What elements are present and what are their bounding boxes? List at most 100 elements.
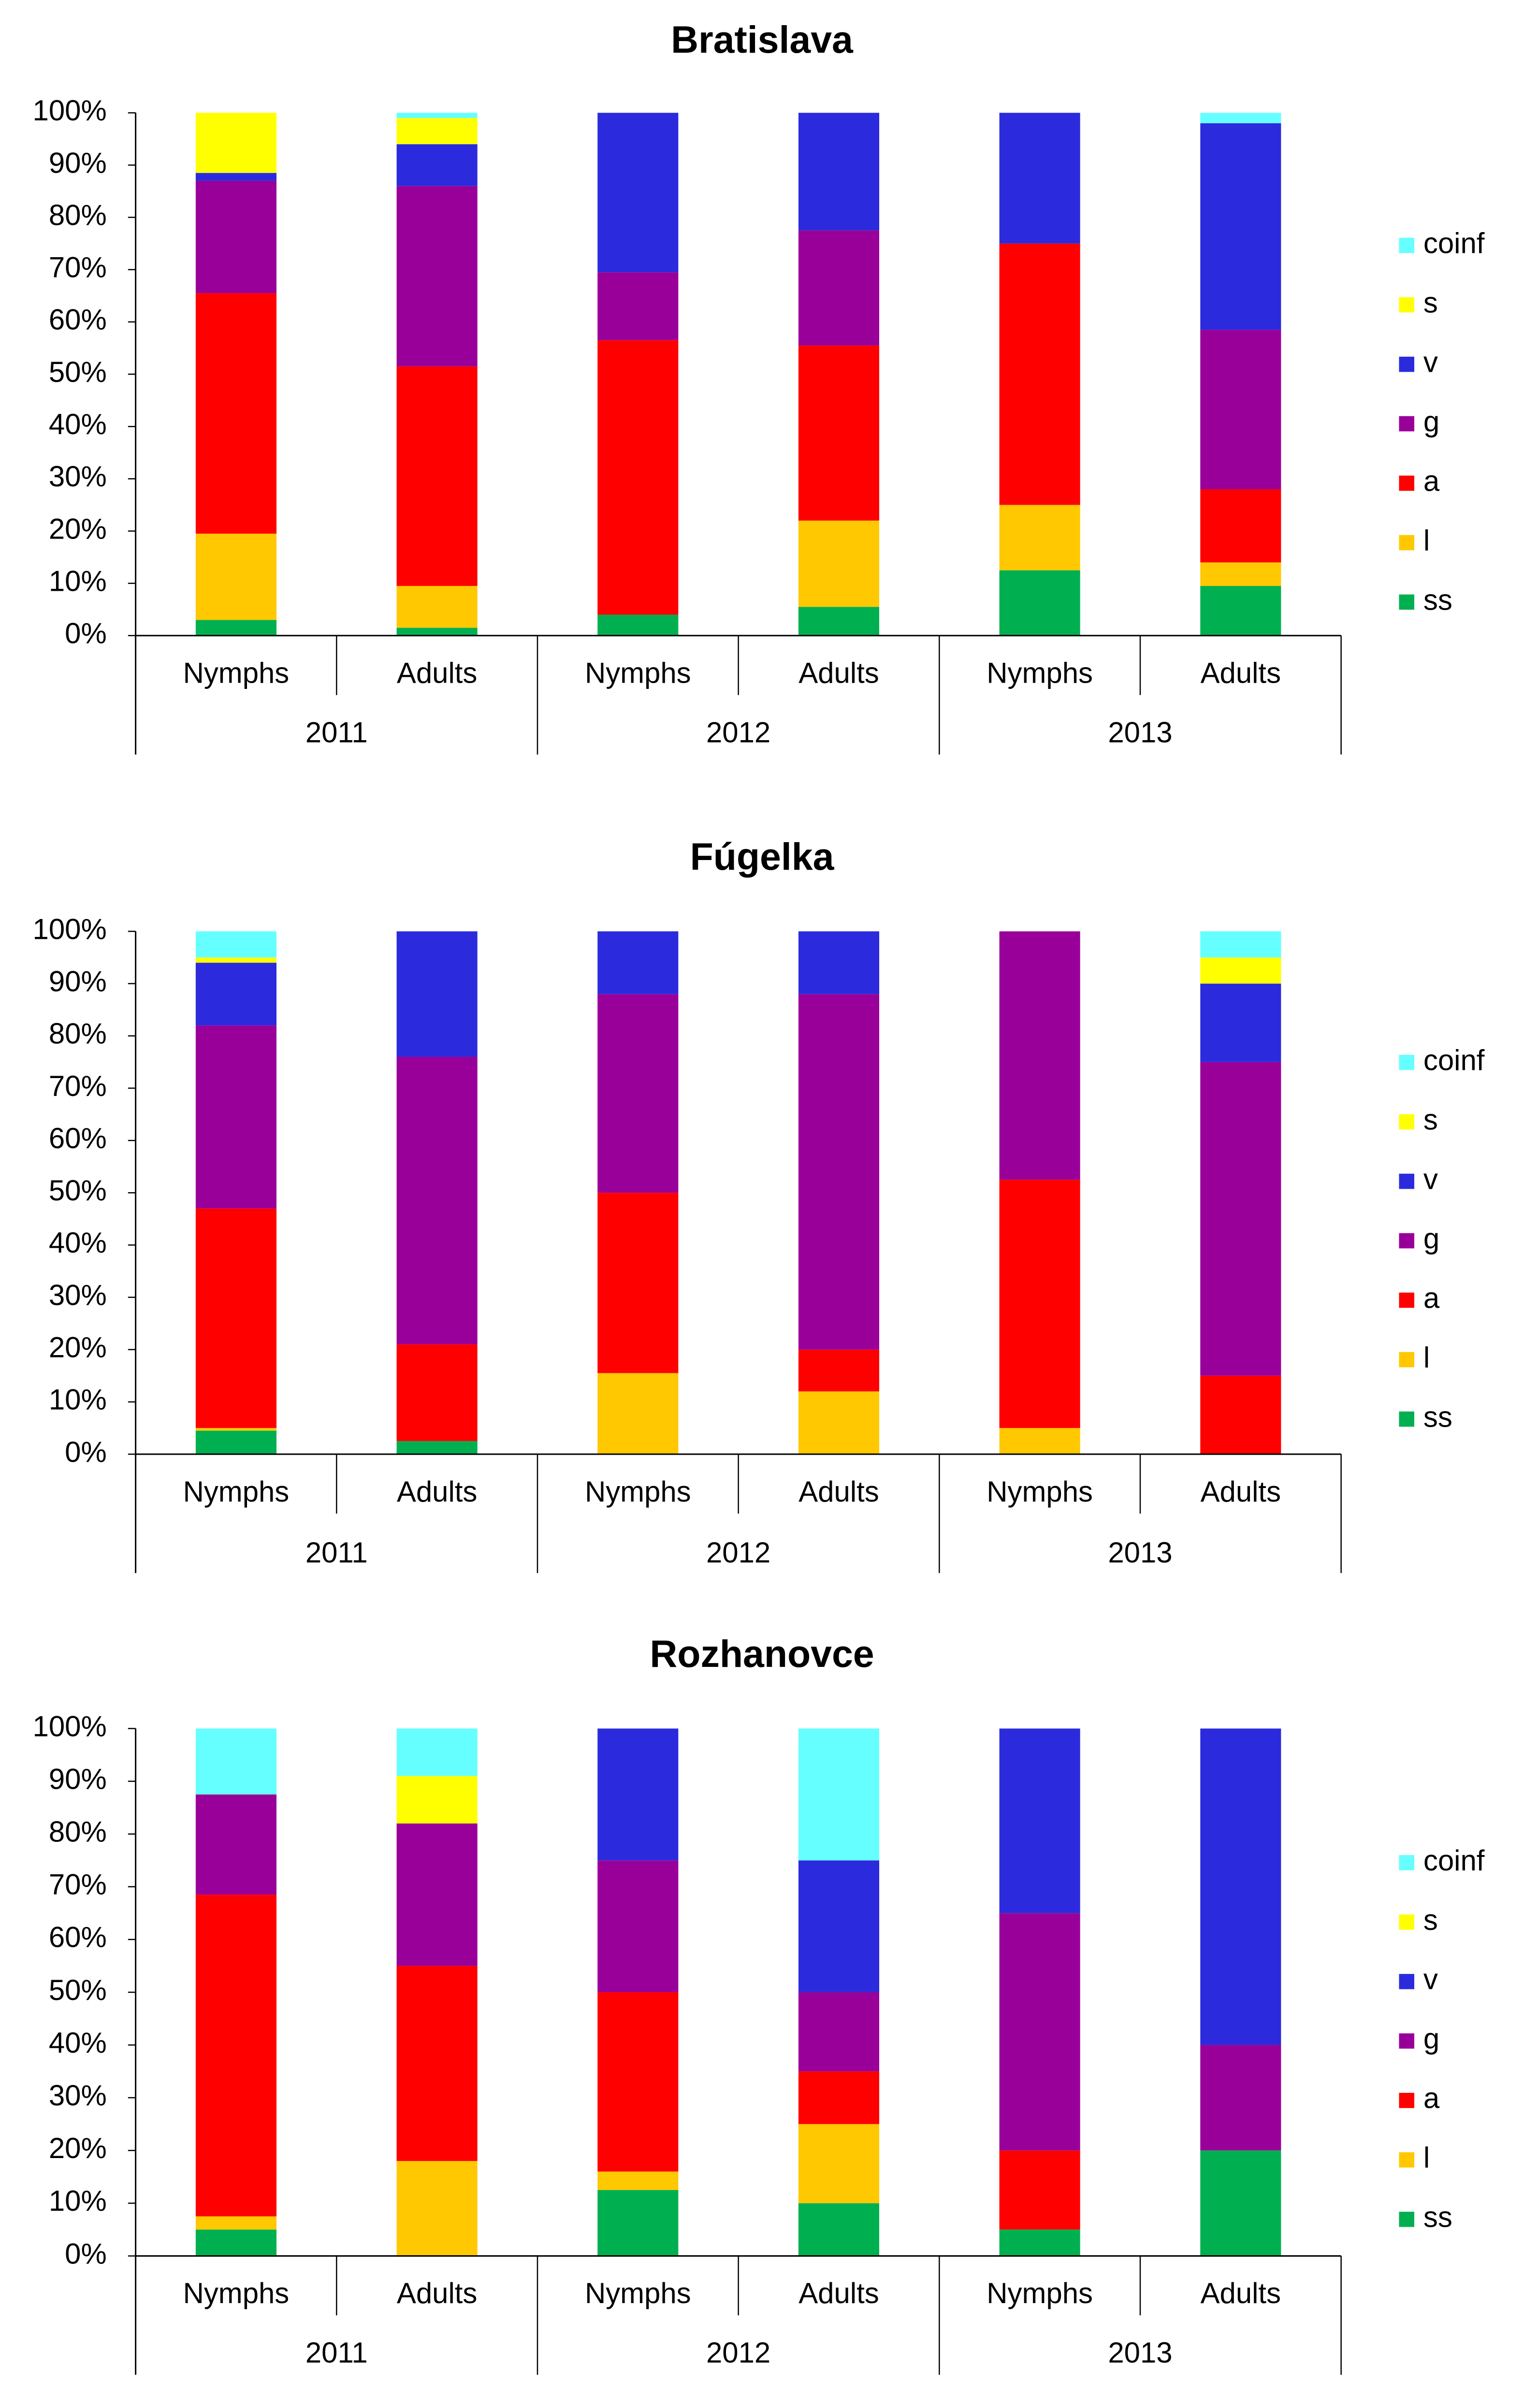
legend-label-ss: ss xyxy=(1423,1401,1452,1433)
bar-segment-g xyxy=(396,186,478,366)
legend-swatch-g xyxy=(1399,1233,1414,1249)
y-tick-label: 10% xyxy=(49,565,107,597)
x-group-label: 2013 xyxy=(1108,716,1172,749)
bar-segment-g xyxy=(999,931,1080,1180)
legend-swatch-v xyxy=(1399,356,1414,372)
y-tick-label: 50% xyxy=(49,1974,107,2006)
y-tick-label: 10% xyxy=(49,2185,107,2217)
bar-segment-l xyxy=(999,1428,1080,1454)
y-tick-label: 60% xyxy=(49,1122,107,1154)
bar-segment-coinf xyxy=(1200,113,1281,123)
legend-label-s: s xyxy=(1423,286,1438,319)
bar-segment-v xyxy=(195,963,277,1026)
legend-label-l: l xyxy=(1423,1341,1430,1373)
bar-segment-coinf xyxy=(798,1728,880,1861)
bar-segment-v xyxy=(798,1860,880,1992)
bar-segment-ss xyxy=(195,620,277,636)
bar-segment-v xyxy=(1200,123,1281,330)
y-tick-label: 90% xyxy=(49,965,107,997)
bar-segment-a xyxy=(798,2071,880,2124)
bar-segment-coinf xyxy=(396,1728,478,1776)
legend-label-g: g xyxy=(1423,2023,1439,2055)
y-tick-label: 90% xyxy=(49,146,107,179)
y-tick-label: 60% xyxy=(49,1921,107,1954)
bar-segment-v xyxy=(396,931,478,1057)
legend-label-a: a xyxy=(1423,465,1440,497)
bar-segment-g xyxy=(1200,1062,1281,1376)
x-category-label: Nymphs xyxy=(987,2277,1093,2309)
bar-segment-ss xyxy=(195,2229,277,2256)
bar-segment-v xyxy=(999,1728,1080,1913)
x-category-label: Adults xyxy=(1201,657,1281,689)
legend-swatch-v xyxy=(1399,1173,1414,1189)
legend-swatch-s xyxy=(1399,1114,1414,1130)
chart-title: Bratislava xyxy=(671,18,854,61)
legend-swatch-coinf xyxy=(1399,237,1414,253)
x-category-label: Nymphs xyxy=(585,1475,691,1508)
y-tick-label: 0% xyxy=(65,617,107,650)
bar-segment-g xyxy=(999,1913,1080,2151)
legend-label-v: v xyxy=(1423,1163,1438,1195)
bar-segment-a xyxy=(999,243,1080,505)
y-tick-label: 30% xyxy=(49,460,107,493)
y-tick-label: 20% xyxy=(49,2132,107,2164)
bar-segment-s xyxy=(195,957,277,963)
legend-swatch-l xyxy=(1399,535,1414,551)
x-category-label: Nymphs xyxy=(585,2277,691,2309)
x-category-label: Adults xyxy=(397,2277,477,2309)
y-tick-label: 50% xyxy=(49,1174,107,1207)
legend-swatch-s xyxy=(1399,297,1414,313)
bar-segment-l xyxy=(999,505,1080,570)
y-tick-label: 100% xyxy=(33,94,107,127)
y-tick-label: 10% xyxy=(49,1384,107,1416)
x-category-label: Adults xyxy=(1201,2277,1281,2309)
y-tick-label: 0% xyxy=(65,2237,107,2270)
x-category-label: Nymphs xyxy=(585,657,691,689)
legend-swatch-v xyxy=(1399,1974,1414,1989)
bar-segment-v xyxy=(597,113,679,273)
bar-segment-l xyxy=(597,1373,679,1454)
bar-segment-coinf xyxy=(1200,931,1281,958)
legend-label-s: s xyxy=(1423,1103,1438,1136)
bar-segment-l xyxy=(195,533,277,620)
legend-label-l: l xyxy=(1423,524,1430,556)
legend-label-coinf: coinf xyxy=(1423,1044,1485,1076)
legend-label-v: v xyxy=(1423,1963,1438,1996)
x-category-label: Adults xyxy=(798,657,879,689)
bar-segment-a xyxy=(195,1895,277,2217)
bar-segment-v xyxy=(597,1728,679,1861)
y-tick-label: 40% xyxy=(49,2027,107,2059)
bar-segment-ss xyxy=(999,570,1080,636)
bar-segment-g xyxy=(597,272,679,340)
bar-segment-ss xyxy=(396,628,478,636)
bar-segment-a xyxy=(999,2150,1080,2230)
y-tick-label: 40% xyxy=(49,408,107,440)
bar-segment-v xyxy=(195,173,277,181)
bar-segment-a xyxy=(396,1344,478,1441)
y-tick-label: 80% xyxy=(49,199,107,231)
bar-segment-l xyxy=(396,2161,478,2256)
y-tick-label: 70% xyxy=(49,1868,107,1901)
bar-segment-ss xyxy=(999,2229,1080,2256)
legend-label-v: v xyxy=(1423,346,1438,378)
bar-segment-coinf xyxy=(396,113,478,118)
x-category-label: Nymphs xyxy=(183,2277,290,2309)
bar-segment-v xyxy=(798,931,880,994)
bar-segment-l xyxy=(195,2216,277,2230)
bar-segment-g xyxy=(195,1025,277,1209)
bar-segment-g xyxy=(396,1057,478,1344)
legend-label-coinf: coinf xyxy=(1423,1844,1485,1877)
x-group-label: 2013 xyxy=(1108,2336,1172,2369)
bar-segment-l xyxy=(195,1428,277,1431)
bar-segment-coinf xyxy=(195,1728,277,1795)
y-tick-label: 30% xyxy=(49,1279,107,1311)
bar-segment-ss xyxy=(396,1441,478,1454)
bar-segment-ss xyxy=(597,614,679,636)
chart-title: Rozhanovce xyxy=(650,1633,874,1675)
bar-segment-g xyxy=(195,1794,277,1895)
chart-fugelka: Fúgelka 0% 10% 20% 30% 40% 50% 60% 70% 80% 90% 100%… xyxy=(33,835,1485,1573)
bar-segment-a xyxy=(195,293,277,534)
legend-swatch-ss xyxy=(1399,594,1414,610)
y-tick-label: 20% xyxy=(49,512,107,545)
bar-segment-g xyxy=(798,1992,880,2072)
